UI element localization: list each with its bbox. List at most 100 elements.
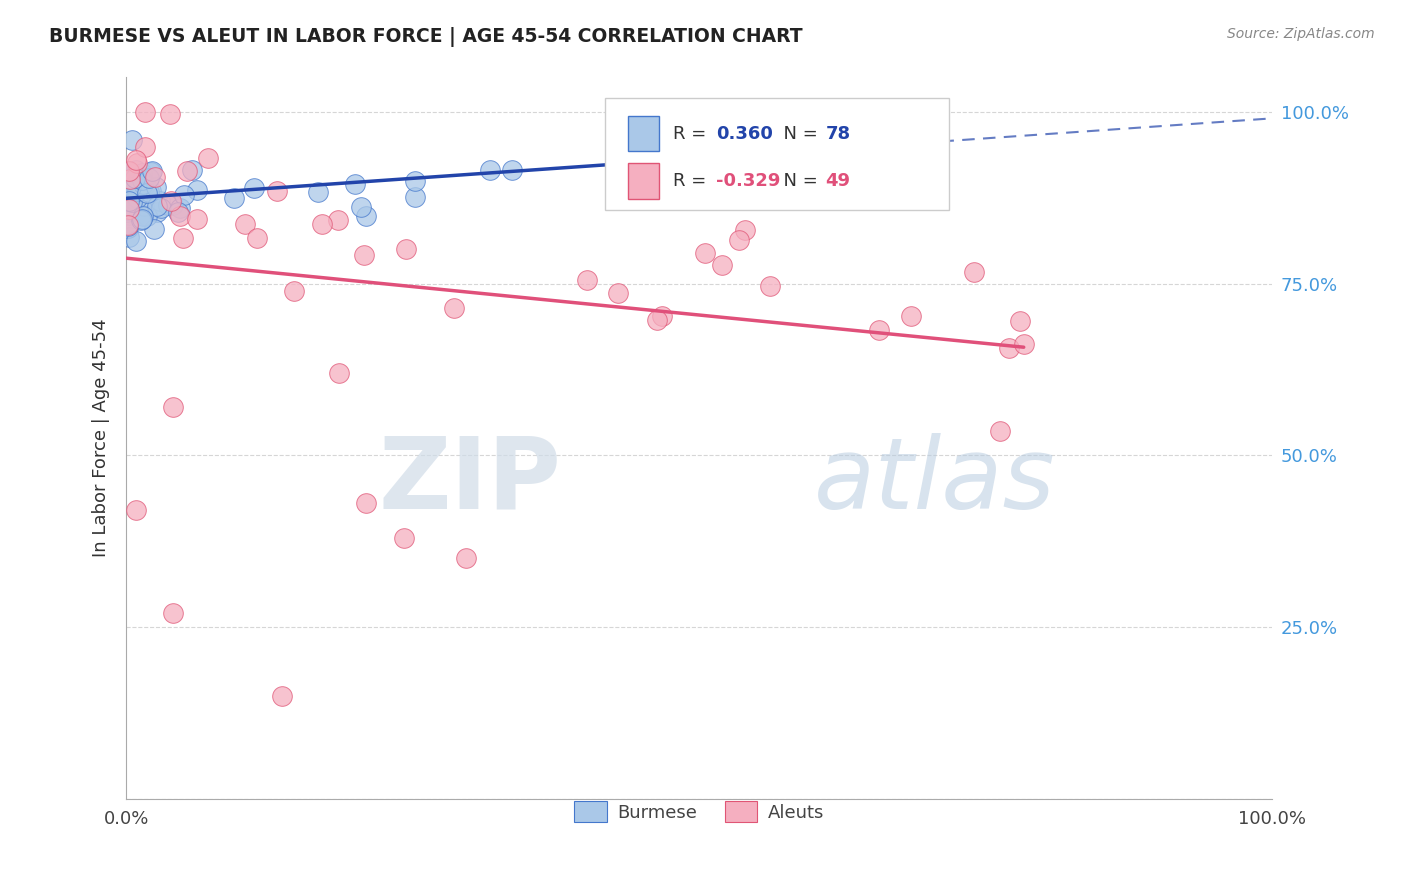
Point xyxy=(131,166,153,180)
Legend: Burmese, Aleuts: Burmese, Aleuts xyxy=(567,794,831,830)
Point xyxy=(125,181,148,195)
Point xyxy=(125,156,148,170)
Point xyxy=(118,171,141,186)
Point xyxy=(167,204,190,219)
Point xyxy=(343,177,366,191)
Point xyxy=(350,200,373,214)
Point xyxy=(186,183,208,197)
Point xyxy=(173,188,195,202)
Text: ZIP: ZIP xyxy=(380,433,562,530)
Point xyxy=(139,165,162,179)
Point xyxy=(734,223,756,237)
Point xyxy=(150,201,173,215)
Point xyxy=(146,205,169,219)
Point xyxy=(818,163,841,178)
Text: Source: ZipAtlas.com: Source: ZipAtlas.com xyxy=(1227,27,1375,41)
Point xyxy=(307,186,329,200)
Point xyxy=(120,200,142,214)
Point xyxy=(120,191,142,205)
Point xyxy=(404,190,426,204)
Point xyxy=(266,185,288,199)
Point xyxy=(127,184,149,198)
Point xyxy=(243,181,266,195)
Point xyxy=(727,233,749,247)
Point xyxy=(125,191,148,205)
Point xyxy=(392,531,415,545)
Point xyxy=(162,607,184,621)
Text: R =: R = xyxy=(673,172,713,190)
Point xyxy=(354,209,377,223)
Point xyxy=(758,278,780,293)
Point xyxy=(143,170,166,185)
Point xyxy=(121,192,143,206)
Point xyxy=(125,162,148,177)
Point xyxy=(134,104,156,119)
Text: BURMESE VS ALEUT IN LABOR FORCE | AGE 45-54 CORRELATION CHART: BURMESE VS ALEUT IN LABOR FORCE | AGE 45… xyxy=(49,27,803,46)
Point xyxy=(138,171,160,186)
Point xyxy=(186,211,208,226)
Point xyxy=(127,174,149,188)
Point xyxy=(501,162,523,177)
Text: 0.360: 0.360 xyxy=(716,125,772,143)
Point xyxy=(645,313,668,327)
Point xyxy=(283,284,305,298)
Y-axis label: In Labor Force | Age 45-54: In Labor Force | Age 45-54 xyxy=(93,318,110,558)
Point xyxy=(711,161,734,175)
Point xyxy=(1008,314,1031,328)
Point xyxy=(395,242,418,256)
Point xyxy=(139,184,162,198)
Text: R =: R = xyxy=(673,125,713,143)
Point xyxy=(117,218,139,232)
Point xyxy=(311,217,333,231)
Point xyxy=(222,191,245,205)
Text: -0.329: -0.329 xyxy=(716,172,780,190)
Text: N =: N = xyxy=(772,172,824,190)
Point xyxy=(134,198,156,212)
Point xyxy=(131,212,153,227)
Point xyxy=(118,177,141,191)
Point xyxy=(868,323,890,337)
Point xyxy=(149,194,172,209)
Point xyxy=(117,219,139,233)
Point xyxy=(759,161,782,176)
Point xyxy=(128,188,150,202)
Point xyxy=(131,169,153,183)
Point xyxy=(134,140,156,154)
Point xyxy=(132,177,155,191)
Point xyxy=(478,162,501,177)
Point xyxy=(328,366,350,380)
Point xyxy=(127,175,149,189)
Point xyxy=(125,234,148,248)
Point xyxy=(136,210,159,224)
Point xyxy=(326,212,349,227)
Point xyxy=(125,184,148,198)
Point xyxy=(145,199,167,213)
Point xyxy=(129,212,152,227)
Point xyxy=(963,265,986,279)
Point xyxy=(120,179,142,194)
Point xyxy=(118,230,141,244)
Point xyxy=(159,106,181,120)
Point xyxy=(456,551,478,566)
Point xyxy=(141,164,163,178)
Point xyxy=(353,248,375,262)
Point xyxy=(134,178,156,192)
Point xyxy=(132,193,155,207)
Point xyxy=(124,153,146,167)
Point xyxy=(270,689,292,703)
Point xyxy=(607,286,630,301)
Point xyxy=(990,424,1012,438)
Point xyxy=(136,186,159,201)
Point xyxy=(815,131,838,145)
Point xyxy=(169,209,191,223)
Point xyxy=(169,201,191,215)
Point xyxy=(172,231,194,245)
Point xyxy=(817,146,839,161)
Point xyxy=(404,174,426,188)
Point xyxy=(121,195,143,210)
Point xyxy=(132,209,155,223)
Point xyxy=(356,496,378,510)
Text: 49: 49 xyxy=(825,172,851,190)
Point xyxy=(651,309,673,323)
Point xyxy=(181,163,204,178)
